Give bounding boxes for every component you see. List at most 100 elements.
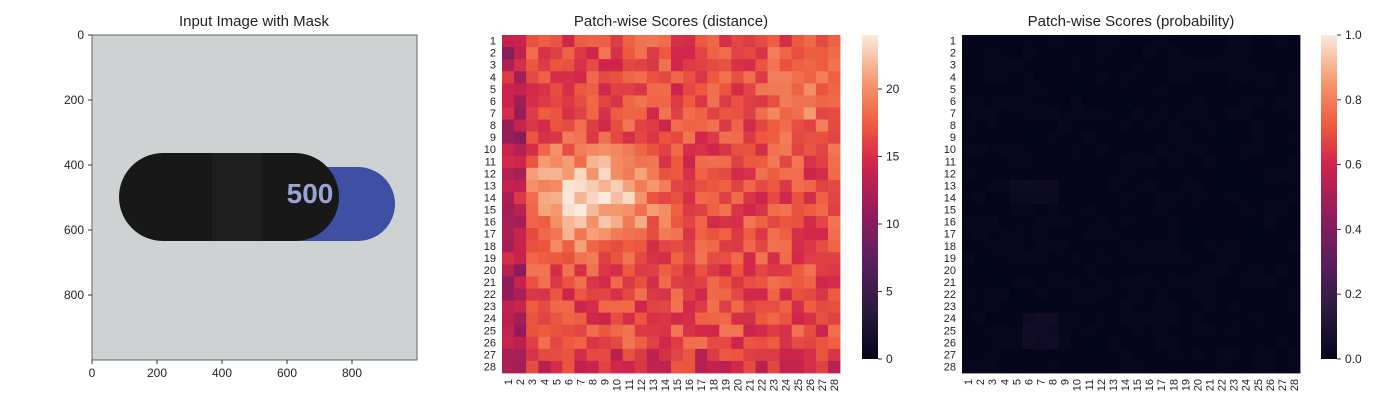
heatmap-cell xyxy=(986,276,999,289)
heatmap-cell xyxy=(974,143,987,157)
heatmap-cell xyxy=(538,360,551,374)
heatmap-cell xyxy=(622,119,636,132)
heatmap-cell xyxy=(671,276,684,289)
heatmap-cell xyxy=(634,348,648,362)
heatmap-cell xyxy=(1143,276,1156,289)
heatmap-cell xyxy=(791,191,805,205)
heatmap-cell xyxy=(1143,324,1156,338)
heatmap-cell xyxy=(562,95,575,108)
heatmap-cell xyxy=(538,59,551,72)
heatmap-cell xyxy=(658,252,672,265)
heatmap-cell xyxy=(1058,143,1072,157)
heatmap-cell xyxy=(1287,276,1301,289)
heatmap-cell xyxy=(1022,155,1035,169)
heatmap-cell xyxy=(1118,191,1132,205)
heatmap-cell xyxy=(1143,71,1156,84)
heatmap-cell xyxy=(1022,240,1035,253)
heatmap-cell xyxy=(1022,95,1035,108)
heatmap-cell xyxy=(586,191,599,205)
heatmap-cell xyxy=(767,324,781,338)
heatmap-cell xyxy=(767,167,781,181)
heatmap-cell xyxy=(695,59,708,72)
heatmap-cell xyxy=(1010,360,1023,374)
heatmap-cell xyxy=(550,143,563,157)
heatmap-cell xyxy=(791,228,805,241)
heatmap-cell xyxy=(731,35,744,48)
heatmap-cell xyxy=(779,264,793,277)
heatmap-cell xyxy=(998,300,1011,314)
heatmap-cell xyxy=(731,191,744,205)
heatmap-cell xyxy=(1022,288,1035,301)
heatmap-cell xyxy=(622,131,636,145)
heatmap-cell xyxy=(1287,348,1301,362)
y-tick-label: 2 xyxy=(490,48,496,60)
heatmap-cell xyxy=(731,167,744,181)
heatmap-cell xyxy=(719,264,732,277)
heatmap-cell xyxy=(1179,276,1192,289)
heatmap-cell xyxy=(1203,204,1216,217)
heatmap-cell xyxy=(538,143,551,157)
heatmap-cell xyxy=(1010,95,1023,108)
heatmap-cell xyxy=(598,95,612,108)
heatmap-cell xyxy=(1251,155,1265,169)
heatmap-cell xyxy=(1263,155,1277,169)
heatmap-cell xyxy=(1263,264,1277,277)
heatmap-cell xyxy=(1227,324,1241,338)
heatmap-cell xyxy=(974,288,987,301)
y-tick-label: 6 xyxy=(490,96,496,108)
heatmap-cell xyxy=(962,240,975,253)
panel-distance-heatmap: Patch-wise Scores (distance) 12345678910… xyxy=(484,13,900,391)
heatmap-cell xyxy=(526,348,539,362)
heatmap-cell xyxy=(1094,240,1108,253)
heatmap-cell xyxy=(695,228,708,241)
heatmap-cell xyxy=(1227,35,1241,48)
heatmap-cell xyxy=(1118,204,1132,217)
heatmap-cell xyxy=(707,252,720,265)
heatmap-cell xyxy=(671,264,684,277)
heatmap-cell xyxy=(538,240,551,253)
heatmap-cell xyxy=(1082,179,1096,193)
heatmap-cell xyxy=(1155,191,1168,205)
heatmap-cell xyxy=(1215,276,1228,289)
heatmap-cell xyxy=(586,95,599,108)
heatmap-cell xyxy=(1131,324,1144,338)
heatmap-cell xyxy=(1094,167,1108,181)
heatmap-cell xyxy=(1118,276,1132,289)
heatmap-cell xyxy=(815,336,829,350)
heatmap-cell xyxy=(1203,252,1216,265)
capsule-imprint: 500 xyxy=(287,178,334,209)
y-tick-label: 15 xyxy=(944,205,956,217)
heatmap-cell xyxy=(1287,324,1301,338)
heatmap-cell xyxy=(526,59,539,72)
heatmap-cell xyxy=(743,252,756,265)
heatmap-cell xyxy=(1106,276,1120,289)
heatmap-cell xyxy=(791,59,805,72)
heatmap-cell xyxy=(646,264,660,277)
heatmap-cell xyxy=(574,252,587,265)
heatmap-cell xyxy=(658,300,672,314)
heatmap-cell xyxy=(767,71,781,84)
heatmap-cell xyxy=(791,35,805,48)
heatmap-cell xyxy=(998,216,1011,229)
heatmap-cell xyxy=(634,204,648,217)
heatmap-cell xyxy=(1167,59,1180,72)
heatmap-cell xyxy=(1143,252,1156,265)
heatmap-cell xyxy=(1034,324,1047,338)
heatmap-cell xyxy=(1094,131,1108,145)
heatmap-cell xyxy=(1239,288,1253,301)
heatmap-cell xyxy=(1094,204,1108,217)
heatmap-cell xyxy=(502,95,515,108)
heatmap-cell xyxy=(1263,107,1277,120)
heatmap-cell xyxy=(986,348,999,362)
heatmap-cell xyxy=(731,143,744,157)
heatmap-cell xyxy=(1251,204,1265,217)
heatmap-cell xyxy=(1094,119,1108,132)
heatmap-cell xyxy=(574,276,587,289)
heatmap-cell xyxy=(974,252,987,265)
capsule: 500 xyxy=(119,153,395,241)
heatmap-cell xyxy=(1094,59,1108,72)
heatmap-cell xyxy=(974,167,987,181)
heatmap-cell xyxy=(779,35,793,48)
heatmap-cell xyxy=(974,119,987,132)
heatmap-cell xyxy=(1131,348,1144,362)
